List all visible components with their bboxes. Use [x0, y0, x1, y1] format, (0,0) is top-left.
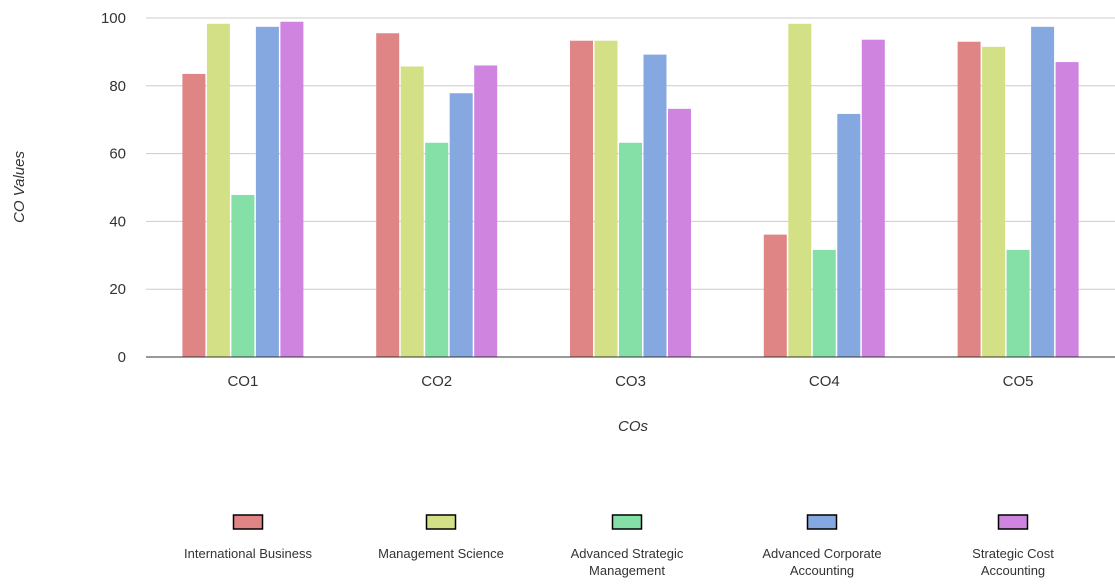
bar: [619, 142, 642, 357]
legend: International Business Management Science…: [184, 514, 1054, 578]
bar: [255, 26, 279, 358]
bar: [763, 234, 787, 357]
y-tick-label: 40: [109, 213, 126, 230]
bar: [643, 54, 667, 357]
y-tick-label: 80: [109, 78, 126, 95]
legend-swatch: [611, 514, 643, 530]
bar: [376, 33, 400, 357]
y-axis-title: CO Values: [11, 151, 28, 223]
x-tick-label: CO2: [421, 373, 452, 390]
y-tick-label: 0: [118, 349, 126, 366]
bar: [812, 249, 836, 357]
bar: [425, 142, 449, 357]
legend-label: Strategic Cost Accounting: [972, 546, 1054, 578]
y-axis-ticks: 0 20 40 60 80 100: [101, 10, 126, 366]
x-tick-label: CO5: [1003, 373, 1034, 390]
legend-swatch: [425, 514, 457, 530]
bar: [231, 194, 255, 357]
y-tick-label: 100: [101, 10, 126, 27]
x-tick-label: CO3: [615, 373, 646, 390]
bar: [982, 46, 1006, 357]
bars: [182, 21, 1079, 358]
bar: [1055, 62, 1079, 357]
bar: [1006, 249, 1030, 357]
bar: [182, 73, 206, 357]
legend-label: Management Science: [378, 546, 504, 561]
bar: [474, 65, 498, 358]
legend-label: Advanced Corporate Accounting: [762, 546, 881, 578]
bar: [280, 21, 304, 357]
bar: [400, 66, 424, 358]
x-tick-label: CO1: [227, 373, 258, 390]
legend-swatch: [232, 514, 264, 530]
x-axis-title: COs: [618, 418, 649, 435]
bar: [957, 41, 981, 357]
y-tick-label: 20: [109, 281, 126, 298]
legend-label: Advanced Strategic Management: [571, 546, 684, 578]
bar: [788, 23, 812, 357]
legend-label: International Business: [184, 546, 312, 561]
bar: [570, 40, 593, 357]
bar: [837, 113, 861, 357]
bar: [594, 40, 618, 357]
y-tick-label: 60: [109, 146, 126, 163]
legend-swatch: [997, 514, 1029, 530]
bar: [668, 108, 691, 358]
legend-swatch: [806, 514, 838, 530]
bar: [861, 39, 885, 358]
bar: [1031, 26, 1055, 358]
x-axis-ticks: CO1 CO2 CO3 CO4 CO5: [227, 373, 1033, 390]
bar: [449, 93, 473, 358]
x-tick-label: CO4: [809, 373, 840, 390]
bar: [206, 23, 230, 357]
